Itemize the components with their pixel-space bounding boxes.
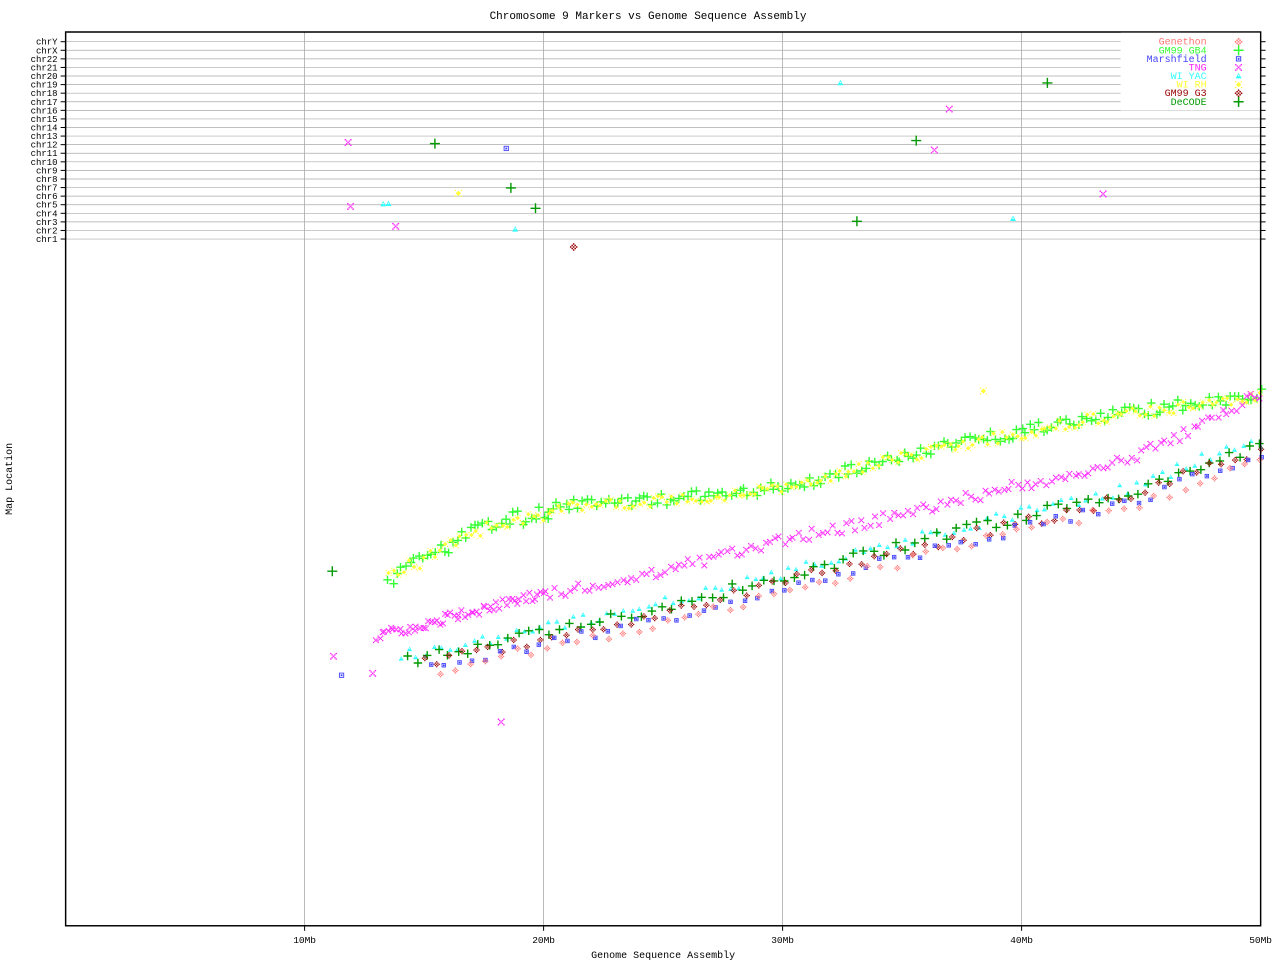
svg-text:20Mb: 20Mb bbox=[532, 935, 555, 946]
svg-text:Map Location: Map Location bbox=[4, 443, 16, 515]
svg-text:Genome Sequence Assembly: Genome Sequence Assembly bbox=[591, 950, 735, 960]
svg-text:50Mb: 50Mb bbox=[1249, 935, 1272, 946]
svg-text:10Mb: 10Mb bbox=[293, 935, 316, 946]
svg-text:DeCODE: DeCODE bbox=[1171, 98, 1207, 109]
svg-text:40Mb: 40Mb bbox=[1010, 935, 1033, 946]
svg-text:chr1: chr1 bbox=[36, 235, 58, 245]
svg-text:Chromosome 9 Markers vs Genome: Chromosome 9 Markers vs Genome Sequence … bbox=[490, 11, 807, 23]
svg-text:30Mb: 30Mb bbox=[771, 935, 794, 946]
